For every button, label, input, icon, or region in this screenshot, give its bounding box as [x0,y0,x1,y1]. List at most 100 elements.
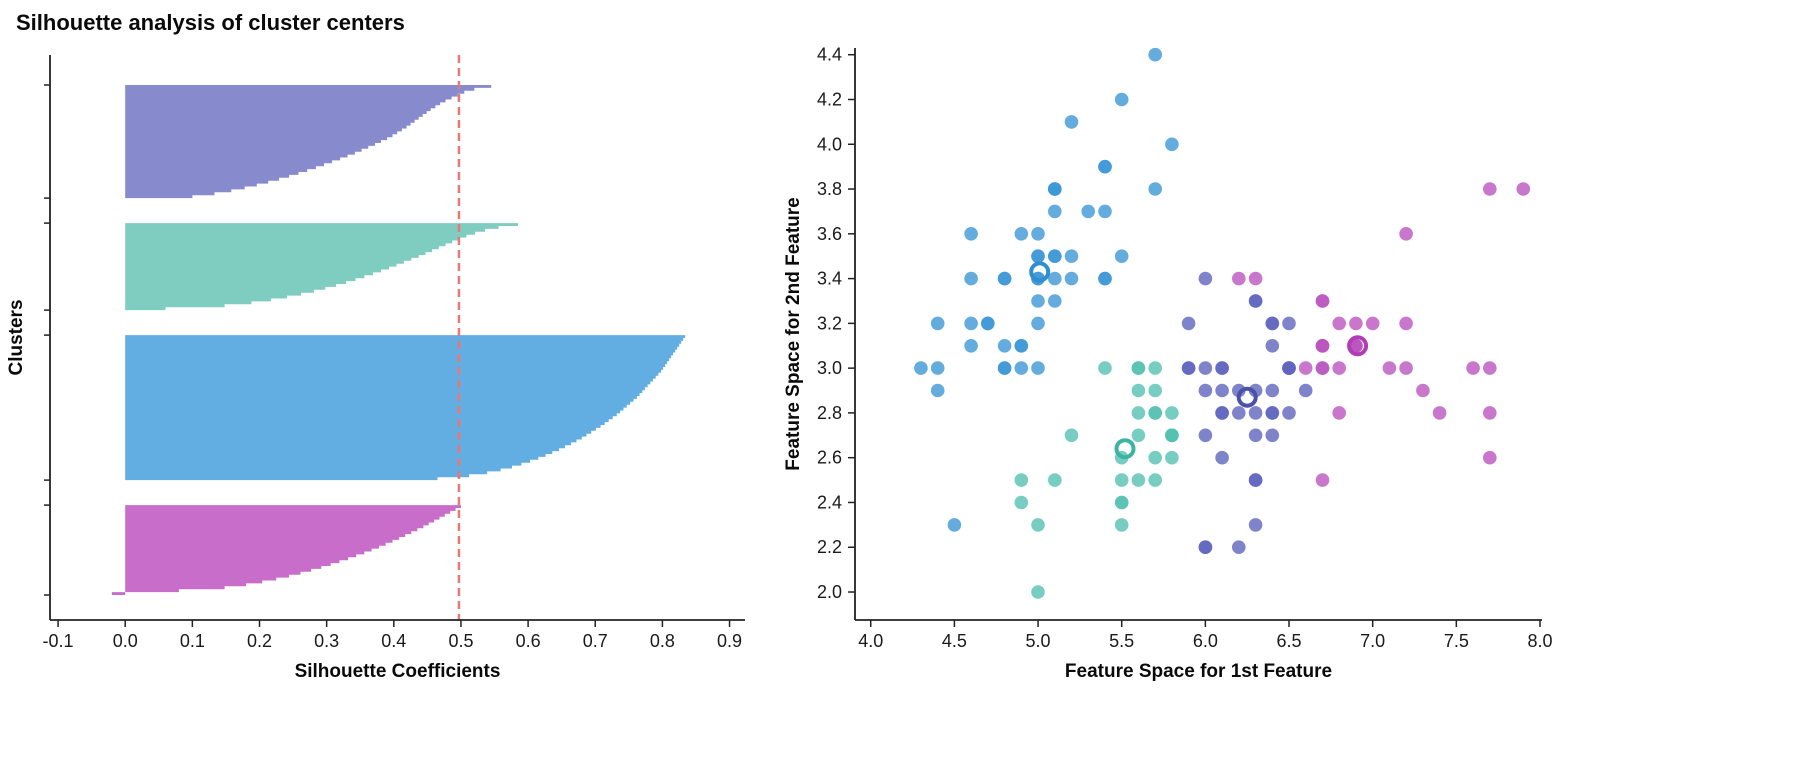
tick-label: 2.4 [817,492,842,512]
data-point [1349,339,1363,353]
data-point [1198,383,1213,398]
silhouette-x-tick-labels: -0.1 0.0 0.1 0.2 0.3 0.4 0.5 0.6 0.7 0.8 0.9 [43,631,743,651]
data-point [1031,361,1045,375]
data-point [1483,450,1497,465]
data-point [1399,227,1413,241]
data-point [1148,182,1162,196]
tick-label: 7.0 [1360,631,1385,651]
data-point [1114,518,1129,532]
data-point [1114,249,1129,263]
data-point [1315,294,1330,308]
data-point [1148,383,1162,398]
scatter-points-cluster-purple [1181,271,1313,554]
data-point [1114,473,1129,487]
data-point [930,383,945,398]
tick-label: 3.4 [817,269,842,289]
data-point [1165,406,1179,420]
data-point [914,361,928,375]
silhouette-band-purple [125,85,492,199]
data-point [1014,473,1029,487]
tick-label: -0.1 [43,631,74,651]
tick-label: 0.4 [381,631,406,651]
data-point [947,518,962,532]
x-axis-label: Feature Space for 1st Feature [1065,661,1332,682]
data-point [1031,518,1045,532]
data-point [1081,204,1095,219]
data-point [1098,159,1112,174]
data-point [1014,227,1029,241]
data-point [1114,92,1129,107]
tick-label: 0.9 [717,631,742,651]
data-point [1014,495,1029,510]
data-point [981,316,995,331]
tick-label: 2.0 [817,582,842,602]
cluster-center-marker-cluster-teal [1114,438,1136,460]
tick-label: 3.8 [817,179,842,199]
tick-label: 4.4 [817,45,842,65]
data-point [1215,361,1229,375]
data-point [997,339,1012,353]
data-point [1483,361,1497,375]
tick-label: 0.0 [113,631,138,651]
data-point [1466,361,1480,375]
tick-label: 5.5 [1109,631,1134,651]
data-point [1248,383,1263,398]
data-point [1031,585,1045,599]
data-point [1048,204,1062,219]
data-point [1332,316,1346,331]
data-point [1048,473,1062,487]
data-point [1198,361,1213,375]
silhouette-band-magenta [111,505,462,595]
data-point [1165,428,1179,443]
tick-label: 0.2 [247,631,272,651]
data-point [964,339,978,353]
tick-label: 0.7 [583,631,608,651]
data-point [1265,428,1280,443]
data-point [1148,450,1162,465]
scatter-points-cluster-teal [1014,361,1179,599]
data-point [1114,495,1129,510]
data-point [1031,249,1045,263]
data-point [1215,383,1229,398]
data-point [1064,115,1079,129]
data-point [1315,473,1330,487]
data-point [1365,316,1380,331]
data-point [997,361,1012,375]
tick-label: 3.6 [817,224,842,244]
data-point [1014,339,1029,353]
tick-label: 4.2 [817,89,842,109]
data-point [1248,271,1263,286]
tick-label: 0.1 [180,631,205,651]
data-point [1181,316,1196,331]
scatter-chart: 4.0 4.5 5.0 5.5 6.0 6.5 7.0 7.5 8.0 2.0 2.2 2.4 2.6 2… [783,45,1553,682]
tick-label: 3.0 [817,358,842,378]
tick-label: 4.0 [817,134,842,154]
data-point [964,227,978,241]
data-point [1265,339,1280,353]
data-point [930,316,945,331]
data-point [1064,271,1079,286]
data-point [1248,406,1263,420]
data-point [1483,406,1497,420]
data-point [1014,361,1029,375]
data-point [964,271,978,286]
data-point [1198,540,1213,554]
data-point [1232,383,1246,398]
tick-label: 0.3 [314,631,339,651]
cluster-center-marker-cluster-magenta [1347,335,1369,357]
data-point [1098,204,1112,219]
data-point [1298,361,1313,375]
data-point [1064,249,1079,263]
data-point [1248,428,1263,443]
data-point [1248,473,1263,487]
data-point [1432,406,1447,420]
data-point [1131,473,1146,487]
data-point [930,361,945,375]
data-point [1382,361,1397,375]
tick-label: 2.6 [817,448,842,468]
tick-label: 0.8 [650,631,675,651]
y-axis-label: Feature Space for 2nd Feature [783,197,804,470]
data-point [1198,271,1213,286]
data-point [1232,271,1246,286]
